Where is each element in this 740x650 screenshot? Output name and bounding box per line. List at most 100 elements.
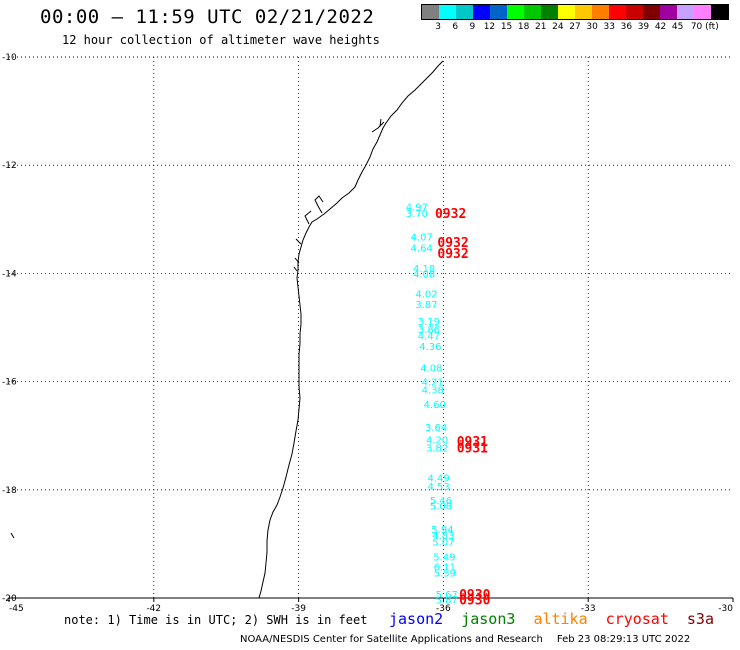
- wave-height-value: 5.46: [430, 496, 452, 507]
- legend-tick-label: 15: [500, 22, 513, 32]
- legend-ticks: 3 6 9 12 15 18 21 24 27 30 33 36 39 42 45 70 (ft): [421, 20, 729, 34]
- coastline: [258, 60, 444, 599]
- legend-swatch: [677, 5, 694, 19]
- legend-swatch: [456, 5, 473, 19]
- pass-time-label: 0931: [457, 435, 488, 450]
- longitude-label: -33: [581, 604, 596, 614]
- wave-height-value: 5.08: [430, 501, 452, 512]
- wave-height-value: 4.53: [427, 482, 449, 493]
- coastline-islands: [10, 118, 385, 539]
- legend-tick-label: 12: [483, 22, 496, 32]
- legend-tick-label: 45: [671, 22, 684, 32]
- wave-height-value: 3.82: [426, 444, 448, 455]
- satellite-s3a: s3a: [686, 610, 714, 628]
- wave-height-value: 5.49: [433, 552, 455, 563]
- legend-tick-label: 36: [620, 22, 633, 32]
- credit-line: NOAA/NESDIS Center for Satellite Applica…: [240, 634, 690, 645]
- longitude-label: -30: [718, 604, 733, 614]
- wave-height-value: 4.08: [420, 364, 442, 375]
- satellite-jason2: jason2: [389, 610, 444, 628]
- satellite-jason3: jason3: [461, 610, 516, 628]
- satellite-legend: jason2 jason3 altika cryosat s3a: [389, 610, 723, 628]
- pass-time-label: 0930: [459, 594, 490, 609]
- longitude-label: -42: [146, 604, 161, 614]
- legend-tick-label: 70 (ft): [690, 22, 719, 32]
- legend-swatch: [507, 5, 524, 19]
- wave-height-value: 4.64: [411, 243, 433, 254]
- observation-labels: 4.973.704.074.644.184.084.023.873.193.86…: [406, 202, 458, 606]
- legend-swatch: [609, 5, 626, 19]
- wave-height-value: 3.70: [406, 209, 428, 220]
- map-title: 00:00 – 11:59 UTC 02/21/2022: [40, 6, 375, 28]
- legend-tick-label: 27: [569, 22, 581, 32]
- wave-height-value: 4.18: [413, 264, 435, 275]
- wave-height-value: 3.64: [425, 423, 447, 434]
- wave-height-value: 4.21: [422, 378, 444, 389]
- wave-height-value: 5.67: [436, 590, 458, 601]
- legend-tick-label: 39: [637, 22, 650, 32]
- longitude-label: -36: [436, 604, 451, 614]
- legend-tick-label: 42: [654, 22, 667, 32]
- wave-height-value: 6.11: [434, 563, 456, 574]
- wave-height-value: 5.94: [431, 525, 453, 536]
- map-grid: -10-12-14-16-18-20-45-42-39-36-33-30: [2, 53, 734, 614]
- legend-swatches: [421, 4, 729, 20]
- wave-height-value: 4.38: [422, 386, 444, 397]
- legend-swatch: [541, 5, 558, 19]
- wave-height-value: 4.83: [432, 531, 454, 542]
- longitude-label: -45: [9, 604, 24, 614]
- latitude-label: -10: [2, 53, 17, 63]
- legend-swatch: [524, 5, 541, 19]
- legend-swatch: [575, 5, 592, 19]
- pass-time-label: 0932: [435, 207, 466, 222]
- legend-tick-label: 6: [452, 22, 459, 32]
- wave-height-value: 4.97: [406, 202, 428, 213]
- legend-tick-label: 30: [586, 22, 598, 32]
- wave-height-value: 4.08: [413, 269, 435, 280]
- longitude-label: -39: [291, 604, 306, 614]
- wave-height-value: 4.60: [424, 400, 446, 411]
- pass-time-label: 0931: [457, 442, 488, 457]
- legend-swatch: [473, 5, 490, 19]
- wave-height-value: 3.19: [418, 317, 440, 328]
- legend-swatch: [439, 5, 456, 19]
- latitude-label: -18: [2, 486, 17, 496]
- legend-swatch: [694, 5, 711, 19]
- wave-height-value: 5.59: [434, 569, 456, 580]
- wave-height-value: 5.87: [436, 596, 458, 607]
- wave-height-value: 4.47: [418, 332, 440, 343]
- legend-swatch: [711, 5, 728, 19]
- credit-text: NOAA/NESDIS Center for Satellite Applica…: [240, 634, 543, 645]
- pass-time-label: 0930: [459, 588, 490, 603]
- legend-swatch: [660, 5, 677, 19]
- footer-note: note: 1) Time is in UTC; 2) SWH is in fe…: [64, 613, 368, 627]
- wave-height-value: 3.86: [418, 325, 440, 336]
- satellite-altika: altika: [533, 610, 588, 628]
- map-subtitle: 12 hour collection of altimeter wave hei…: [62, 33, 380, 47]
- wave-height-value: 4.02: [415, 289, 437, 300]
- legend-swatch: [643, 5, 660, 19]
- latitude-label: -16: [2, 378, 17, 388]
- color-scale-legend: 3 6 9 12 15 18 21 24 27 30 33 36 39 42 45 70 (ft): [421, 4, 729, 34]
- legend-tick-label: 33: [603, 22, 615, 32]
- legend-tick-label: 21: [535, 22, 547, 32]
- legend-tick-label: 24: [552, 22, 564, 32]
- pass-time-label: 0932: [437, 247, 468, 262]
- latitude-label: -12: [2, 161, 17, 171]
- legend-tick-label: 18: [517, 22, 530, 32]
- pass-time-label: 0932: [437, 236, 468, 251]
- wave-height-value: 4.07: [411, 233, 433, 244]
- legend-tick-label: 9: [469, 22, 476, 32]
- legend-swatch: [558, 5, 575, 19]
- wave-height-value: 4.20: [426, 435, 448, 446]
- legend-tick-label: 3: [435, 22, 441, 32]
- wave-height-value: 3.87: [415, 300, 437, 311]
- latitude-label: -14: [2, 269, 17, 279]
- wave-height-value: 4.49: [427, 473, 449, 484]
- legend-swatch: [592, 5, 609, 19]
- wave-height-value: 4.36: [419, 342, 441, 353]
- legend-swatch: [490, 5, 507, 19]
- satellite-cryosat: cryosat: [605, 610, 669, 628]
